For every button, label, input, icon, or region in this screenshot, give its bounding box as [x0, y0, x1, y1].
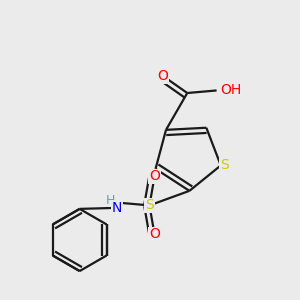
Text: S: S [220, 158, 229, 172]
Text: S: S [145, 198, 154, 212]
Text: H: H [106, 194, 115, 207]
Text: O: O [158, 69, 169, 83]
Text: O: O [149, 169, 160, 183]
Text: OH: OH [220, 83, 242, 98]
Text: N: N [112, 201, 122, 215]
Text: O: O [149, 227, 160, 242]
